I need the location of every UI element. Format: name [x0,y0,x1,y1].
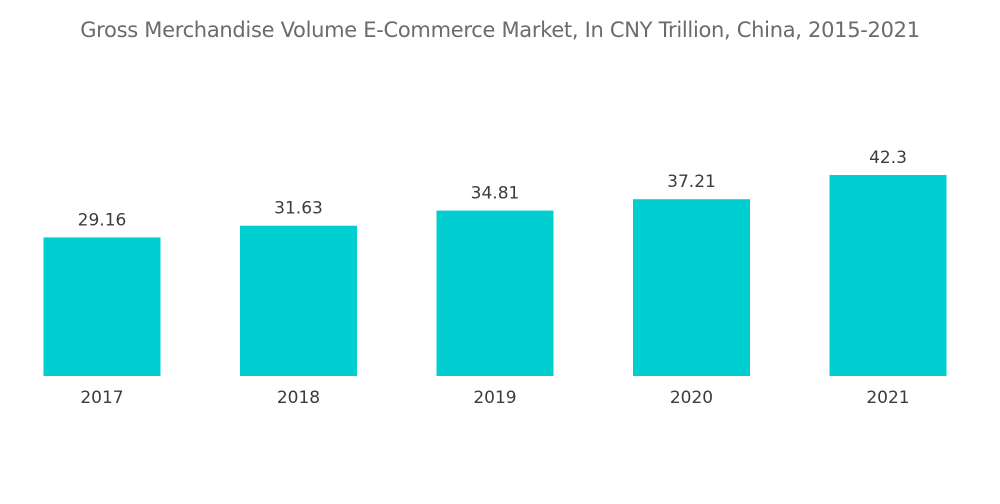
chart-title: Gross Merchandise Volume E-Commerce Mark… [80,18,920,42]
x-tick-label-2018: 2018 [277,388,320,408]
x-tick-label-2019: 2019 [473,388,516,408]
value-label-2017: 29.16 [78,210,127,230]
x-tick-label-2020: 2020 [670,388,713,408]
value-labels-layer: 29.16 31.63 34.81 37.21 42.3 [78,148,907,230]
bars-layer [43,175,947,376]
bar-2020 [633,199,750,376]
value-label-2019: 34.81 [471,184,520,204]
value-label-2021: 42.3 [869,148,907,168]
x-tick-label-2021: 2021 [866,388,909,408]
bar-2021 [829,175,947,376]
value-label-2018: 31.63 [274,199,323,219]
bar-2019 [436,210,554,376]
value-label-2020: 37.21 [667,172,716,192]
bar-2018 [240,225,357,376]
x-tick-label-2017: 2017 [80,388,123,408]
bar-2017 [43,237,161,376]
x-axis-ticks: 2017 2018 2019 2020 2021 [80,388,909,408]
